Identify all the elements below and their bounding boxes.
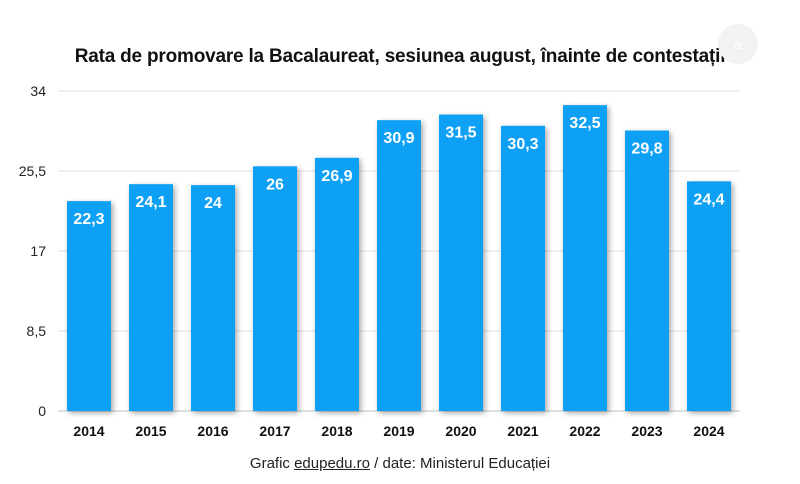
- bar-value-label: 29,8: [631, 141, 662, 158]
- x-tick-label: 2014: [73, 423, 104, 439]
- caption-suffix: / date: Ministerul Educației: [370, 455, 551, 472]
- y-tick-label: 17: [30, 243, 46, 259]
- chart-caption: Grafic edupedu.ro / date: Ministerul Edu…: [0, 455, 800, 472]
- bar: [501, 125, 545, 411]
- x-tick-label: 2022: [569, 423, 600, 439]
- corner-badge: a: [718, 24, 758, 64]
- x-tick-label: 2018: [321, 423, 352, 439]
- bar: [439, 114, 483, 411]
- bar-value-label: 22,3: [73, 211, 104, 228]
- x-tick-label: 2019: [383, 423, 414, 439]
- bar: [67, 201, 111, 411]
- x-tick-label: 2017: [259, 423, 290, 439]
- bar: [625, 130, 669, 411]
- x-tick-label: 2016: [197, 423, 228, 439]
- bar: [687, 181, 731, 411]
- bar-value-label: 30,3: [507, 136, 538, 153]
- bar: [563, 105, 607, 411]
- bar: [191, 185, 235, 411]
- bar-value-label: 24,1: [135, 194, 166, 211]
- bar-value-label: 30,9: [383, 130, 414, 147]
- bar-value-label: 31,5: [445, 125, 476, 142]
- x-tick-label: 2024: [693, 423, 724, 439]
- bar: [315, 157, 359, 411]
- x-tick-label: 2020: [445, 423, 476, 439]
- x-tick-label: 2015: [135, 423, 166, 439]
- y-tick-label: 34: [30, 83, 46, 99]
- x-tick-label: 2023: [631, 423, 662, 439]
- y-tick-label: 0: [38, 403, 46, 419]
- caption-prefix: Grafic: [249, 455, 295, 472]
- chart-title: Rata de promovare la Bacalaureat, sesiun…: [74, 46, 726, 67]
- bar-value-label: 24,4: [693, 191, 724, 208]
- caption-link[interactable]: edupedu.ro: [294, 455, 370, 472]
- bar: [377, 120, 421, 412]
- bar: [129, 184, 173, 411]
- bar-value-label: 26,9: [321, 168, 352, 185]
- bar-value-label: 26: [266, 176, 284, 193]
- bar-value-label: 32,5: [569, 115, 600, 132]
- y-tick-label: 8,5: [27, 323, 47, 339]
- x-tick-label: 2021: [507, 423, 538, 439]
- bar: [253, 166, 297, 411]
- bar-value-label: 24: [204, 195, 222, 212]
- y-tick-label: 25,5: [19, 163, 46, 179]
